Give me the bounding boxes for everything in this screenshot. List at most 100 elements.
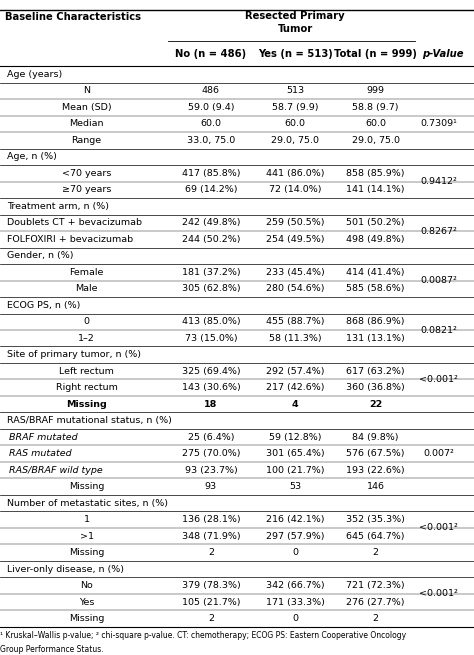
Text: 275 (70.0%): 275 (70.0%): [182, 449, 240, 458]
Text: 486: 486: [202, 86, 220, 96]
Text: 645 (64.7%): 645 (64.7%): [346, 532, 405, 540]
Text: ≥70 years: ≥70 years: [62, 185, 111, 195]
Text: Missing: Missing: [69, 548, 104, 557]
Text: 360 (36.8%): 360 (36.8%): [346, 383, 405, 392]
Text: Mean (SD): Mean (SD): [62, 103, 111, 112]
Text: Liver-only disease, n (%): Liver-only disease, n (%): [7, 565, 124, 574]
Text: 348 (71.9%): 348 (71.9%): [182, 532, 240, 540]
Text: 181 (37.2%): 181 (37.2%): [182, 268, 240, 277]
Text: Female: Female: [69, 268, 104, 277]
Text: 280 (54.6%): 280 (54.6%): [266, 284, 324, 293]
Text: 2: 2: [373, 614, 379, 623]
Text: 22: 22: [369, 400, 382, 409]
Text: 868 (86.9%): 868 (86.9%): [346, 317, 405, 326]
Text: 25 (6.4%): 25 (6.4%): [188, 433, 234, 441]
Text: Total (n = 999): Total (n = 999): [334, 48, 417, 59]
Text: <0.001²: <0.001²: [419, 523, 458, 533]
Text: 0: 0: [292, 614, 298, 623]
Text: N: N: [83, 86, 90, 96]
Text: 131 (13.1%): 131 (13.1%): [346, 334, 405, 343]
Text: 721 (72.3%): 721 (72.3%): [346, 581, 405, 590]
Text: 0.007²: 0.007²: [423, 449, 454, 458]
Text: 233 (45.4%): 233 (45.4%): [266, 268, 324, 277]
Text: Left rectum: Left rectum: [59, 367, 114, 376]
Text: 0.0821²: 0.0821²: [420, 326, 457, 335]
Text: BRAF mutated: BRAF mutated: [9, 433, 78, 441]
Text: 146: 146: [367, 482, 384, 491]
Text: Gender, n (%): Gender, n (%): [7, 252, 73, 260]
Text: 292 (57.4%): 292 (57.4%): [266, 367, 324, 376]
Text: 58.8 (9.7): 58.8 (9.7): [352, 103, 399, 112]
Text: Male: Male: [75, 284, 98, 293]
Text: 143 (30.6%): 143 (30.6%): [182, 383, 240, 392]
Text: 379 (78.3%): 379 (78.3%): [182, 581, 240, 590]
Text: 60.0: 60.0: [201, 119, 221, 128]
Text: FOLFOXIRI + bevacizumab: FOLFOXIRI + bevacizumab: [7, 234, 133, 244]
Text: 999: 999: [367, 86, 384, 96]
Text: 193 (22.6%): 193 (22.6%): [346, 466, 405, 475]
Text: 58.7 (9.9): 58.7 (9.9): [272, 103, 319, 112]
Text: Yes: Yes: [79, 597, 94, 607]
Text: Age, n (%): Age, n (%): [7, 153, 57, 161]
Text: Number of metastatic sites, n (%): Number of metastatic sites, n (%): [7, 498, 168, 508]
Text: 84 (9.8%): 84 (9.8%): [352, 433, 399, 441]
Text: <70 years: <70 years: [62, 169, 111, 178]
Text: 93 (23.7%): 93 (23.7%): [184, 466, 237, 475]
Text: 93: 93: [205, 482, 217, 491]
Text: Site of primary tumor, n (%): Site of primary tumor, n (%): [7, 350, 141, 359]
Text: 513: 513: [286, 86, 304, 96]
Text: 858 (85.9%): 858 (85.9%): [346, 169, 405, 178]
Text: 2: 2: [208, 548, 214, 557]
Text: 105 (21.7%): 105 (21.7%): [182, 597, 240, 607]
Text: Missing: Missing: [69, 614, 104, 623]
Text: No (n = 486): No (n = 486): [175, 48, 246, 59]
Text: RAS/BRAF wild type: RAS/BRAF wild type: [9, 466, 103, 475]
Text: 72 (14.0%): 72 (14.0%): [269, 185, 321, 195]
Text: 136 (28.1%): 136 (28.1%): [182, 515, 240, 524]
Text: 297 (57.9%): 297 (57.9%): [266, 532, 324, 540]
Text: 0.7309¹: 0.7309¹: [420, 119, 457, 128]
Text: Baseline Characteristics: Baseline Characteristics: [5, 12, 141, 22]
Text: 305 (62.8%): 305 (62.8%): [182, 284, 240, 293]
Text: Right rectum: Right rectum: [55, 383, 118, 392]
Text: 576 (67.5%): 576 (67.5%): [346, 449, 405, 458]
Text: 73 (15.0%): 73 (15.0%): [184, 334, 237, 343]
Text: RAS/BRAF mutational status, n (%): RAS/BRAF mutational status, n (%): [7, 416, 172, 425]
Text: 585 (58.6%): 585 (58.6%): [346, 284, 405, 293]
Text: Age (years): Age (years): [7, 70, 63, 79]
Text: 0.0087²: 0.0087²: [420, 276, 457, 285]
Text: 33.0, 75.0: 33.0, 75.0: [187, 136, 235, 145]
Text: p-Value: p-Value: [422, 48, 464, 59]
Text: 29.0, 75.0: 29.0, 75.0: [352, 136, 400, 145]
Text: 1–2: 1–2: [78, 334, 95, 343]
Text: Treatment arm, n (%): Treatment arm, n (%): [7, 202, 109, 211]
Text: ECOG PS, n (%): ECOG PS, n (%): [7, 301, 81, 310]
Text: 217 (42.6%): 217 (42.6%): [266, 383, 324, 392]
Text: 216 (42.1%): 216 (42.1%): [266, 515, 324, 524]
Text: 1: 1: [83, 515, 90, 524]
Text: 18: 18: [204, 400, 218, 409]
Text: Missing: Missing: [66, 400, 107, 409]
Text: 29.0, 75.0: 29.0, 75.0: [271, 136, 319, 145]
Text: 254 (49.5%): 254 (49.5%): [266, 234, 324, 244]
Text: Range: Range: [72, 136, 101, 145]
Text: 59.0 (9.4): 59.0 (9.4): [188, 103, 234, 112]
Text: Doublets CT + bevacizumab: Doublets CT + bevacizumab: [7, 218, 142, 227]
Text: Group Performance Status.: Group Performance Status.: [0, 645, 104, 654]
Text: 141 (14.1%): 141 (14.1%): [346, 185, 405, 195]
Text: 0.9412²: 0.9412²: [420, 177, 457, 186]
Text: 0: 0: [292, 548, 298, 557]
Text: >1: >1: [80, 532, 93, 540]
Text: 242 (49.8%): 242 (49.8%): [182, 218, 240, 227]
Text: 4: 4: [292, 400, 298, 409]
Text: 58 (11.3%): 58 (11.3%): [269, 334, 321, 343]
Text: 498 (49.8%): 498 (49.8%): [346, 234, 405, 244]
Text: RAS mutated: RAS mutated: [9, 449, 72, 458]
Text: 100 (21.7%): 100 (21.7%): [266, 466, 324, 475]
Text: 413 (85.0%): 413 (85.0%): [182, 317, 240, 326]
Text: 276 (27.7%): 276 (27.7%): [346, 597, 405, 607]
Text: Missing: Missing: [69, 482, 104, 491]
Text: 171 (33.3%): 171 (33.3%): [265, 597, 325, 607]
Text: Median: Median: [69, 119, 104, 128]
Text: No: No: [80, 581, 93, 590]
